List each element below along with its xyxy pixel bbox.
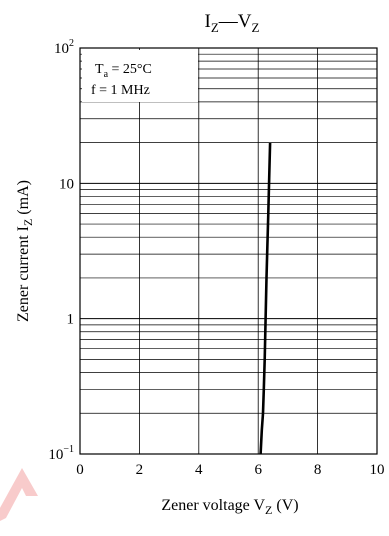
y-tick-label: 10−1	[48, 444, 74, 463]
x-tick-label: 6	[254, 462, 262, 478]
plot-frame	[79, 47, 378, 455]
grid	[79, 48, 378, 455]
y-tick-label: 1	[67, 312, 75, 328]
annotation-box: Ta = 25°C f = 1 MHz	[82, 50, 198, 102]
y-axis-label: Zener current IZ (mA)	[15, 180, 35, 322]
x-tick-label: 10	[370, 462, 385, 478]
x-tick-label: 0	[76, 462, 84, 478]
chart-title: IZ—VZ	[205, 11, 260, 35]
x-axis-label: Zener voltage VZ (V)	[161, 497, 298, 517]
series	[259, 142, 272, 455]
zener-curve	[259, 142, 272, 455]
y-tick-label: 10	[59, 176, 74, 192]
annotation-temperature: Ta = 25°C	[95, 62, 152, 80]
y-tick-label: 102	[54, 38, 74, 57]
ticks: 0 2 4 6 8 10 102 10 1 10−1	[48, 38, 384, 478]
zener-iv-chart: IZ—VZ Ta = 25°C f = 1 MHz 0 2 4 6 8 10 102 10 1 1…	[15, 11, 385, 517]
x-tick-label: 4	[195, 462, 203, 478]
annotation-frequency: f = 1 MHz	[91, 83, 150, 98]
x-tick-label: 2	[136, 462, 144, 478]
x-tick-label: 8	[314, 462, 322, 478]
